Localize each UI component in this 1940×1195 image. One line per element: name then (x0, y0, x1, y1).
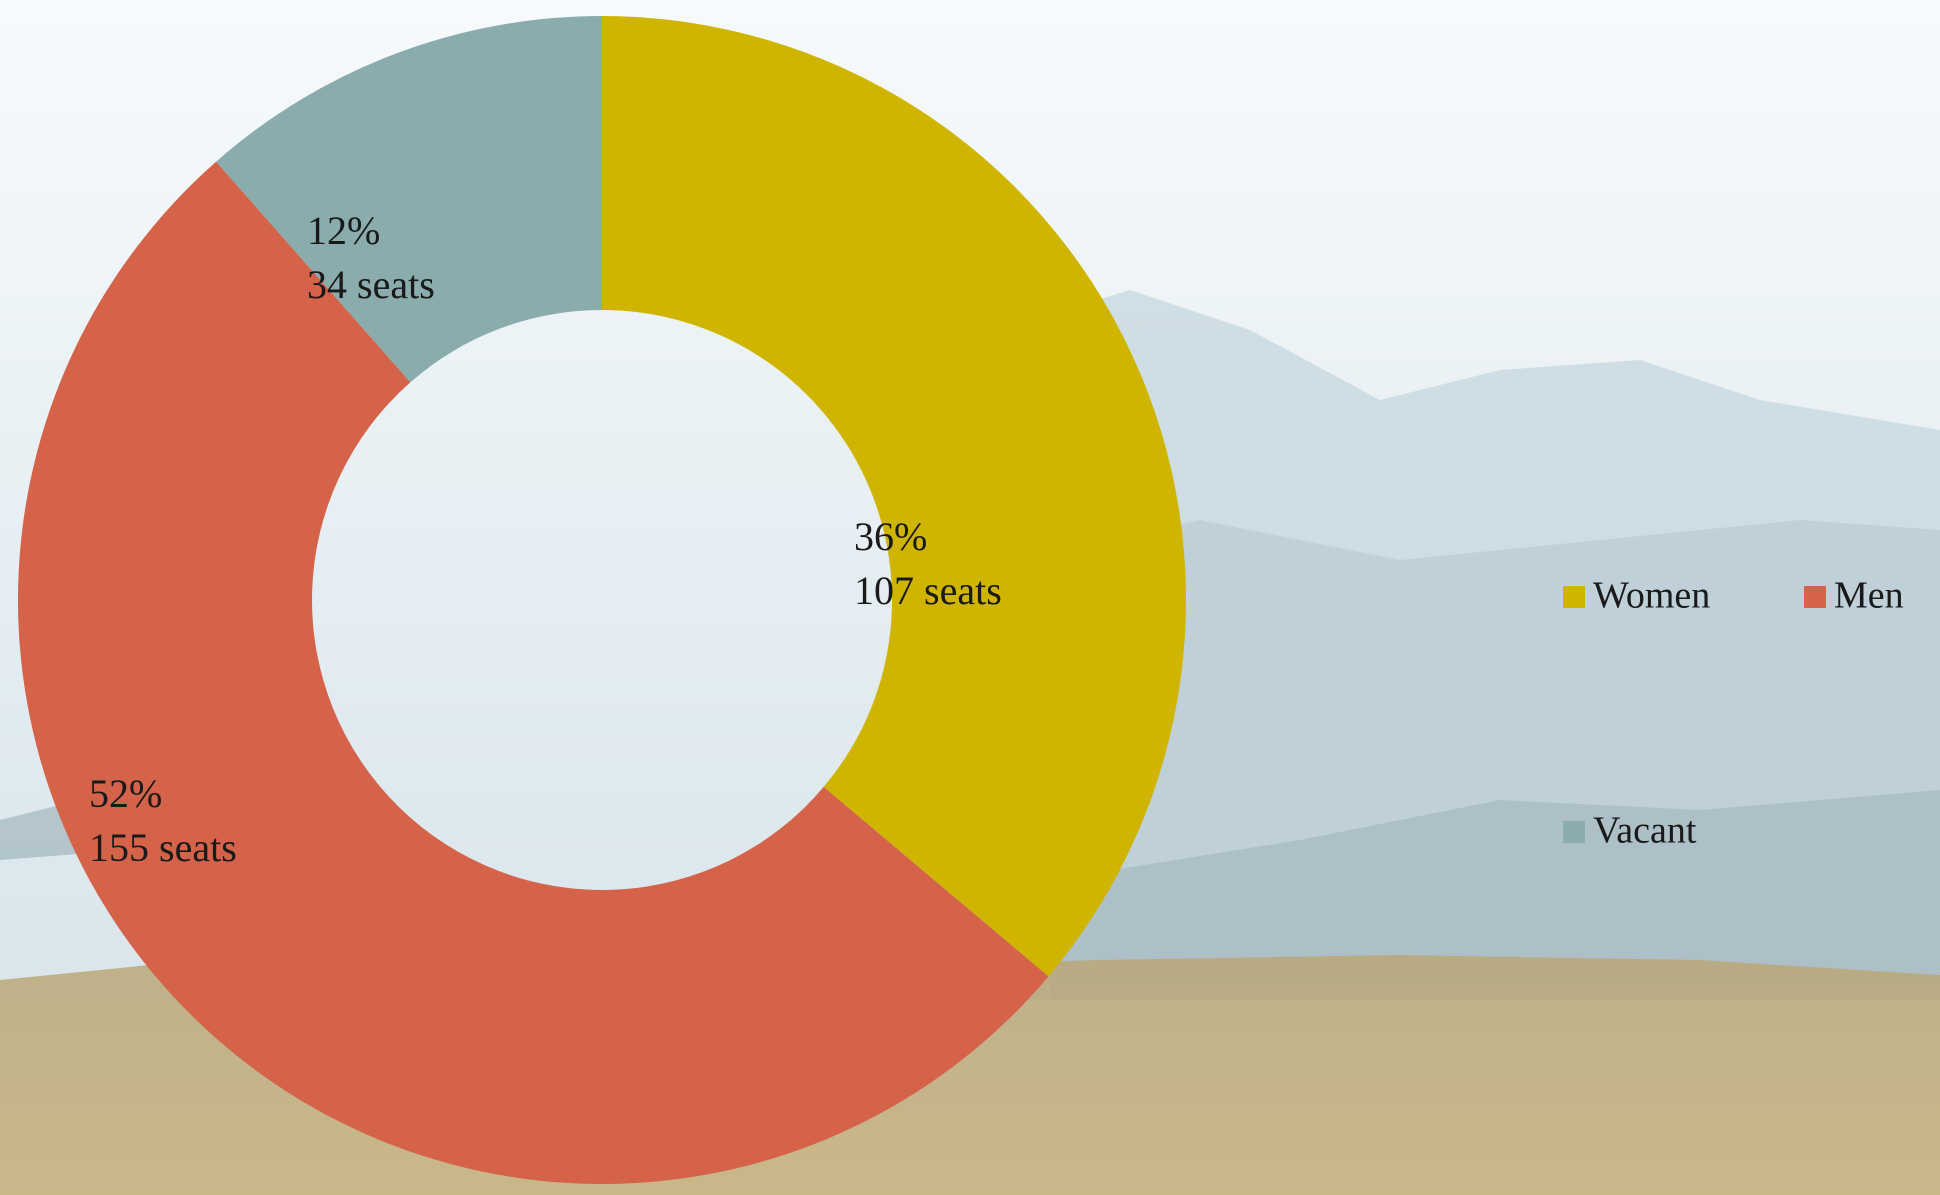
page: {"chart_data": {"type": "donut", "catego… (0, 0, 1940, 1195)
percent-label: 12% (307, 208, 380, 253)
value-label: 34 seats (307, 262, 435, 307)
percent-label: 36% (854, 514, 927, 559)
percent-label: 52% (89, 771, 162, 816)
legend-swatch (1563, 821, 1585, 843)
value-label: 155 seats (89, 825, 237, 870)
legend-swatch (1563, 586, 1585, 608)
chart: 36% 107 seats 52% 155 seats 12% 34 seats Women… (0, 0, 1940, 1195)
legend-swatch (1804, 586, 1826, 608)
legend-label: Women (1593, 575, 1710, 617)
value-label: 107 seats (854, 568, 1002, 613)
legend-label: Vacant (1593, 810, 1697, 852)
legend-label: Men (1834, 575, 1904, 617)
